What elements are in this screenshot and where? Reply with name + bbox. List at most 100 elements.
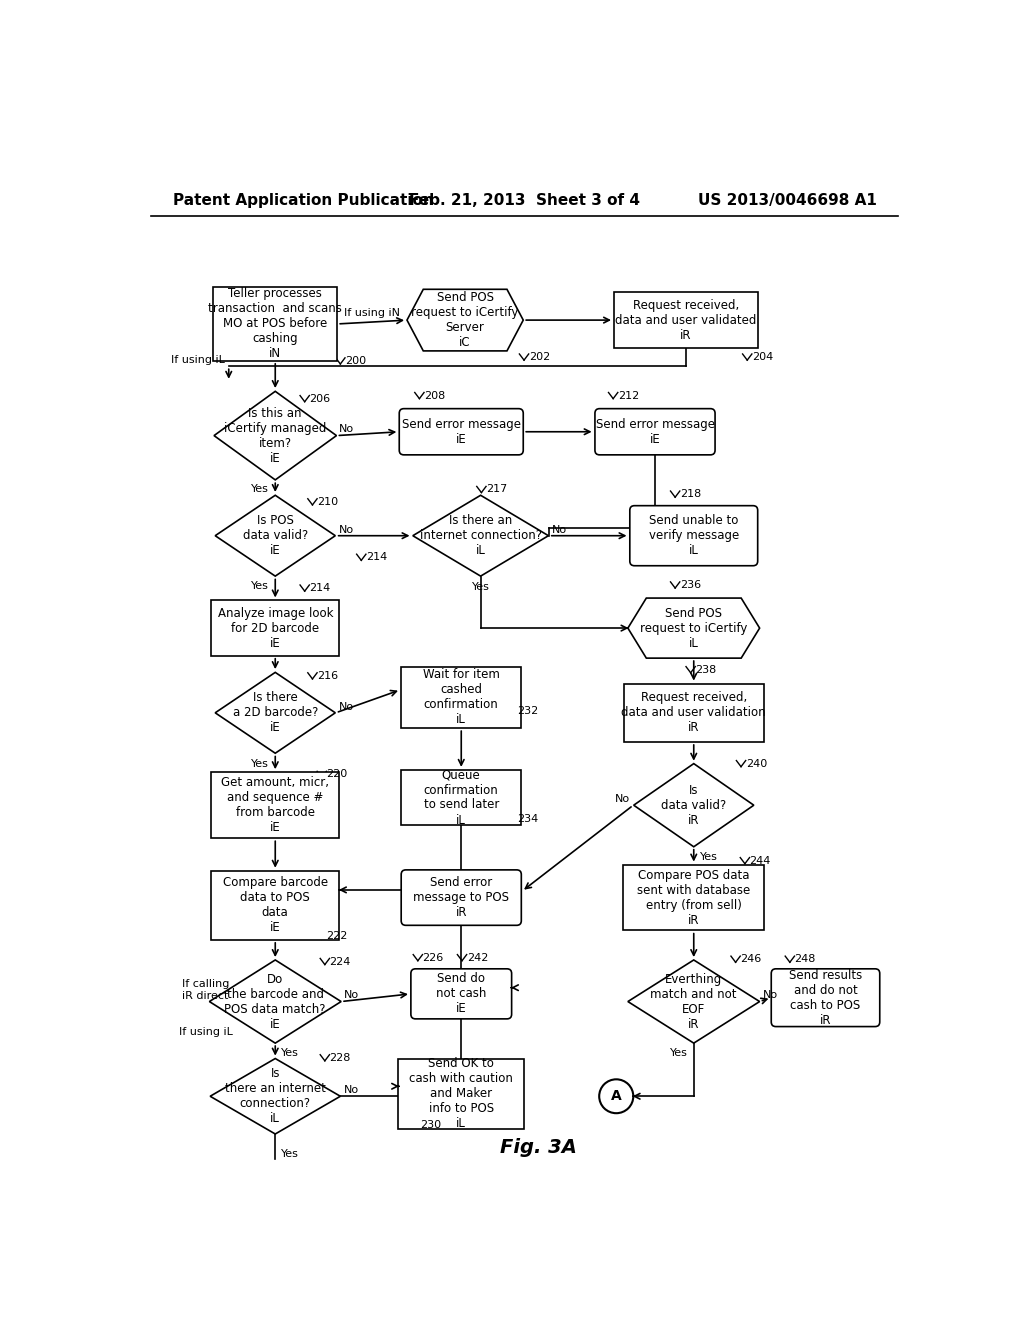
Text: No: No [339, 524, 354, 535]
Text: 240: 240 [745, 759, 767, 768]
FancyBboxPatch shape [411, 969, 512, 1019]
Text: If using iL: If using iL [178, 1027, 232, 1038]
Text: 224: 224 [330, 957, 351, 966]
Text: Yes: Yes [472, 582, 489, 591]
Text: 220: 220 [327, 770, 348, 779]
Text: Send POS
request to iCertify
iL: Send POS request to iCertify iL [640, 607, 748, 649]
Polygon shape [215, 495, 335, 576]
Polygon shape [214, 391, 337, 480]
Text: 222: 222 [327, 931, 348, 941]
Text: Compare POS data
sent with database
entry (from sell)
iR: Compare POS data sent with database entr… [637, 869, 751, 927]
Text: Is POS
data valid?
iE: Is POS data valid? iE [243, 515, 308, 557]
Text: 218: 218 [680, 490, 701, 499]
Text: If calling
iR direct: If calling iR direct [182, 979, 229, 1001]
Text: Wait for item
cashed
confirmation
iL: Wait for item cashed confirmation iL [423, 668, 500, 726]
Text: 210: 210 [317, 496, 338, 507]
Text: Send results
and do not
cash to POS
iR: Send results and do not cash to POS iR [788, 969, 862, 1027]
Text: 226: 226 [423, 953, 443, 962]
Text: 204: 204 [752, 352, 773, 362]
Text: No: No [615, 795, 630, 804]
Text: No: No [339, 702, 354, 711]
FancyBboxPatch shape [771, 969, 880, 1027]
FancyBboxPatch shape [213, 288, 337, 360]
Polygon shape [413, 495, 549, 576]
Polygon shape [628, 960, 760, 1043]
Text: 206: 206 [309, 393, 331, 404]
Polygon shape [634, 763, 754, 847]
Text: Compare barcode
data to POS
data
iE: Compare barcode data to POS data iE [222, 876, 328, 935]
Text: If using iN: If using iN [344, 308, 400, 318]
Text: Everthing
match and not
EOF
iR: Everthing match and not EOF iR [650, 973, 737, 1031]
FancyBboxPatch shape [624, 684, 764, 742]
FancyBboxPatch shape [624, 865, 764, 931]
Text: Analyze image look
for 2D barcode
iE: Analyze image look for 2D barcode iE [217, 607, 333, 649]
Polygon shape [215, 672, 335, 754]
Text: No: No [339, 425, 354, 434]
Text: Teller processes
transaction  and scans
MO at POS before
cashing
iN: Teller processes transaction and scans M… [208, 288, 342, 360]
Text: 212: 212 [617, 391, 639, 400]
Text: A: A [611, 1089, 622, 1104]
FancyBboxPatch shape [399, 409, 523, 455]
Text: Is there
a 2D barcode?
iE: Is there a 2D barcode? iE [232, 692, 317, 734]
Text: Yes: Yes [282, 1048, 299, 1059]
Text: Send unable to
verify message
iL: Send unable to verify message iL [648, 515, 739, 557]
Text: 232: 232 [517, 706, 539, 717]
Text: Yes: Yes [282, 1148, 299, 1159]
Text: Send OK to
cash with caution
and Maker
info to POS
iL: Send OK to cash with caution and Maker i… [410, 1057, 513, 1130]
Text: Yes: Yes [251, 581, 269, 591]
Text: Feb. 21, 2013  Sheet 3 of 4: Feb. 21, 2013 Sheet 3 of 4 [410, 193, 640, 209]
Text: Yes: Yes [251, 759, 269, 768]
FancyBboxPatch shape [595, 409, 715, 455]
Text: Yes: Yes [670, 1048, 687, 1059]
Text: No: No [552, 524, 567, 535]
Circle shape [599, 1080, 633, 1113]
Text: Do
the barcode and
POS data match?
iE: Do the barcode and POS data match? iE [224, 973, 326, 1031]
Text: Queue
confirmation
to send later
iL: Queue confirmation to send later iL [424, 768, 499, 826]
Text: 216: 216 [317, 671, 338, 681]
FancyBboxPatch shape [630, 506, 758, 566]
Text: 236: 236 [680, 579, 700, 590]
Text: Send do
not cash
iE: Send do not cash iE [436, 973, 486, 1015]
Text: 228: 228 [330, 1053, 351, 1063]
Text: Is
data valid?
iR: Is data valid? iR [662, 784, 726, 826]
Text: Is this an
iCertify managed
item?
iE: Is this an iCertify managed item? iE [224, 407, 327, 465]
FancyBboxPatch shape [211, 601, 339, 656]
Text: Send error message
iE: Send error message iE [401, 417, 521, 446]
Text: 208: 208 [424, 391, 445, 400]
Polygon shape [209, 960, 341, 1043]
FancyBboxPatch shape [401, 870, 521, 925]
Text: 230: 230 [420, 1119, 441, 1130]
Text: No: No [763, 990, 778, 1001]
Text: Request received,
data and user validated
iR: Request received, data and user validate… [615, 298, 757, 342]
Text: Is
there an internet
connection?
iL: Is there an internet connection? iL [225, 1068, 326, 1125]
Text: Send error
message to POS
iR: Send error message to POS iR [414, 876, 509, 919]
Text: Send error message
iE: Send error message iE [596, 417, 715, 446]
Text: 217: 217 [486, 484, 507, 495]
Text: 214: 214 [366, 552, 387, 562]
Text: Is there an
internet connection?
iL: Is there an internet connection? iL [420, 515, 542, 557]
Polygon shape [628, 598, 760, 659]
Text: US 2013/0046698 A1: US 2013/0046698 A1 [697, 193, 877, 209]
FancyBboxPatch shape [614, 293, 758, 348]
Text: 244: 244 [750, 855, 771, 866]
Text: 202: 202 [528, 352, 550, 362]
Text: Send POS
request to iCertify
Server
iC: Send POS request to iCertify Server iC [412, 292, 519, 348]
Text: 248: 248 [795, 954, 816, 964]
FancyBboxPatch shape [398, 1059, 524, 1129]
FancyBboxPatch shape [401, 667, 521, 729]
Text: Request received,
data and user validation
iR: Request received, data and user validati… [622, 692, 766, 734]
FancyBboxPatch shape [211, 871, 339, 940]
Text: 214: 214 [309, 583, 331, 593]
Text: 238: 238 [695, 665, 717, 675]
Text: Yes: Yes [251, 484, 269, 495]
Polygon shape [407, 289, 523, 351]
Text: 246: 246 [740, 954, 762, 964]
Text: 242: 242 [467, 953, 488, 962]
Text: Fig. 3A: Fig. 3A [501, 1138, 578, 1158]
Text: Get amount, micr,
and sequence #
from barcode
iE: Get amount, micr, and sequence # from ba… [221, 776, 330, 834]
Text: No: No [344, 990, 359, 1001]
FancyBboxPatch shape [211, 772, 339, 838]
Text: 234: 234 [517, 814, 539, 824]
Text: Yes: Yes [700, 851, 718, 862]
Text: Patent Application Publication: Patent Application Publication [173, 193, 434, 209]
